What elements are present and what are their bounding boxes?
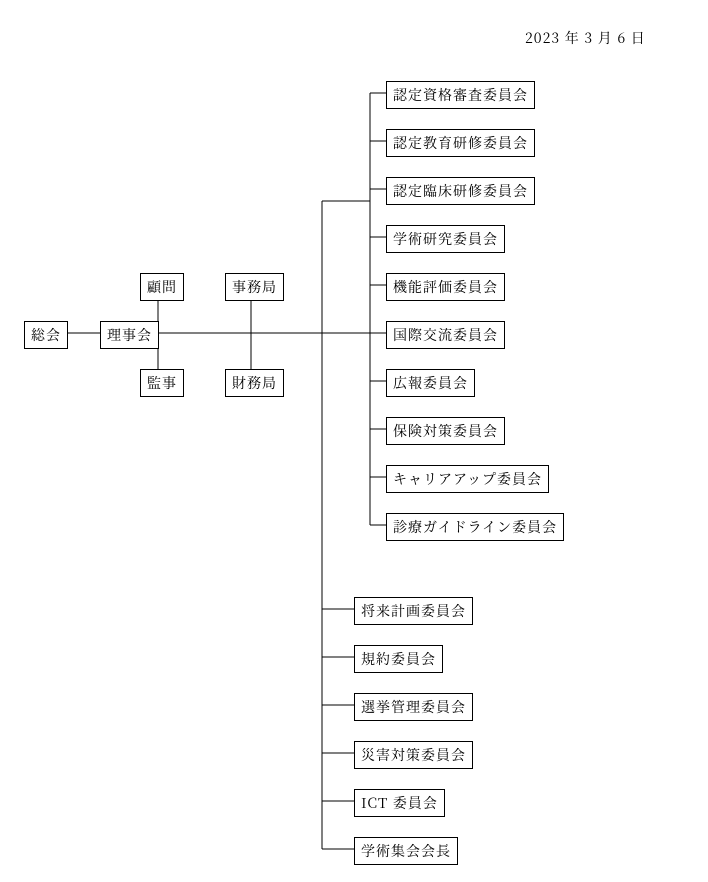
node-committee-8: 保険対策委員会 bbox=[386, 417, 505, 445]
node-committee-5: 機能評価委員会 bbox=[386, 273, 505, 301]
node-komon: 顧問 bbox=[140, 273, 184, 301]
node-committee-13: 選挙管理委員会 bbox=[354, 693, 473, 721]
node-zaimukyoku: 財務局 bbox=[225, 369, 284, 397]
node-committee-7: 広報委員会 bbox=[386, 369, 475, 397]
node-jimukyoku: 事務局 bbox=[225, 273, 284, 301]
node-committee-4: 学術研究委員会 bbox=[386, 225, 505, 253]
node-rijikai: 理事会 bbox=[100, 321, 159, 349]
node-committee-6: 国際交流委員会 bbox=[386, 321, 505, 349]
node-kanji: 監事 bbox=[140, 369, 184, 397]
node-committee-15: ICT 委員会 bbox=[354, 789, 445, 817]
node-committee-14: 災害対策委員会 bbox=[354, 741, 473, 769]
node-committee-9: キャリアアップ委員会 bbox=[386, 465, 549, 493]
node-committee-12: 規約委員会 bbox=[354, 645, 443, 673]
node-soukai: 総会 bbox=[24, 321, 68, 349]
node-committee-1: 認定資格審査委員会 bbox=[386, 81, 535, 109]
org-chart-canvas: 2023 年 3 月 6 日 総会 理事会 顧問 監事 事務局 財務局 認定資格… bbox=[0, 0, 708, 882]
node-committee-2: 認定教育研修委員会 bbox=[386, 129, 535, 157]
node-committee-16: 学術集会会長 bbox=[354, 837, 458, 865]
node-committee-10: 診療ガイドライン委員会 bbox=[386, 513, 564, 541]
node-committee-11: 将来計画委員会 bbox=[354, 597, 473, 625]
node-committee-3: 認定臨床研修委員会 bbox=[386, 177, 535, 205]
